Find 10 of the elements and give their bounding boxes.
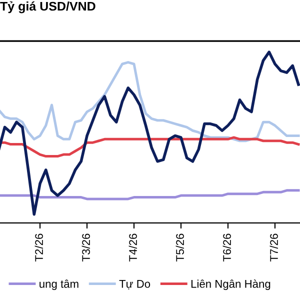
x-tick-label: T6/26 xyxy=(222,234,231,262)
x-tick-label: T4/26 xyxy=(128,234,137,262)
legend-label: ung tâm xyxy=(40,280,78,290)
x-tick-label: T2/26 xyxy=(34,234,43,262)
legend-label: Liên Ngân Hàng xyxy=(191,280,270,290)
legend-label: Tự Do xyxy=(119,280,150,290)
x-tick-label: T7/26 xyxy=(270,234,278,262)
x-tick-label: T5/26 xyxy=(176,234,184,262)
chart-title: Tỷ giá USD/VND xyxy=(0,1,96,14)
x-tick-label: T3/26 xyxy=(82,234,90,262)
